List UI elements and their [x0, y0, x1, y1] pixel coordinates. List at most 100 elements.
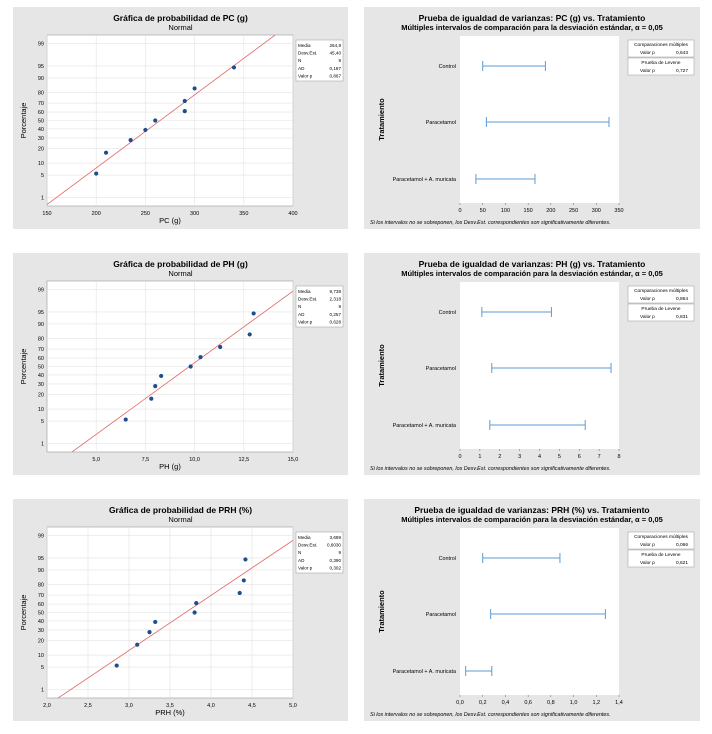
x-tick-label: 3,0 [125, 703, 133, 709]
data-point [251, 311, 256, 316]
mc-pvalue: 0,066 [676, 542, 688, 548]
fitted-normal-line [57, 539, 293, 698]
y-tick-label: 60 [38, 110, 44, 116]
data-point [114, 663, 119, 668]
mc-label: Comparaciones múltiples [634, 42, 688, 48]
y-tick-label: 20 [38, 392, 44, 398]
y-tick-label: 95 [38, 310, 44, 316]
x-tick-label: 1,4 [615, 700, 623, 706]
x-tick-label: 200 [546, 208, 555, 214]
data-point [241, 578, 246, 583]
plot-area [460, 528, 619, 695]
data-point [194, 601, 199, 606]
y-axis-label: Tratamiento [377, 98, 386, 141]
category-label: Control [439, 64, 456, 70]
category-label: Control [439, 556, 456, 562]
y-tick-label: 99 [38, 533, 44, 539]
y-tick-label: 80 [38, 583, 44, 589]
data-point [149, 396, 154, 401]
category-label: Paracetamol + A. muricata [393, 423, 456, 429]
fitted-normal-line [47, 35, 276, 206]
x-tick-label: 8 [617, 454, 620, 460]
x-tick-label: 100 [501, 208, 510, 214]
stats-value: 3,689 [330, 535, 342, 540]
variance-test-prh: Prueba de igualdad de varianzas: PRH (%)… [364, 499, 700, 721]
data-point [231, 65, 237, 70]
y-tick-label: 1 [41, 196, 44, 202]
stats-value: 0,302 [330, 565, 342, 570]
y-tick-label: 50 [38, 119, 44, 125]
y-tick-label: 30 [38, 136, 44, 142]
stats-value: 45,40 [330, 51, 342, 56]
y-tick-label: 5 [41, 173, 44, 179]
pvalue-label: Valor p [640, 560, 655, 566]
x-tick-label: 4,0 [207, 703, 215, 709]
footnote: Si los intervalos no se sobreponen, los … [370, 220, 611, 226]
data-point [243, 557, 248, 562]
plot-area [460, 282, 619, 449]
data-point [188, 364, 193, 369]
stats-label: Valor p [298, 319, 313, 324]
x-tick-label: 0,8 [547, 700, 555, 706]
y-tick-label: 95 [38, 556, 44, 562]
y-tick-label: 70 [38, 593, 44, 599]
stats-value: 9,738 [330, 289, 342, 294]
x-tick-label: 1,2 [592, 700, 600, 706]
levene-pvalue: 0,621 [676, 560, 688, 566]
y-tick-label: 1 [41, 442, 44, 448]
stats-value: 264,9 [330, 43, 342, 48]
x-tick-label: 5,0 [289, 703, 297, 709]
probability-plot-prh: Gráfica de probabilidad de PRH (%)Normal… [13, 499, 348, 721]
stats-value: 0,257 [330, 312, 342, 317]
x-tick-label: 15,0 [288, 457, 299, 463]
x-tick-label: 3 [518, 454, 521, 460]
y-tick-label: 5 [41, 665, 44, 671]
data-point [123, 417, 128, 422]
stats-value: 0,187 [330, 66, 342, 71]
x-tick-label: 300 [190, 211, 199, 217]
y-tick-label: 70 [38, 101, 44, 107]
y-tick-label: 40 [38, 619, 44, 625]
x-tick-label: 150 [524, 208, 533, 214]
data-point [159, 373, 164, 379]
category-label: Control [439, 310, 456, 316]
y-tick-label: 5 [41, 419, 44, 425]
category-label: Paracetamol [426, 366, 456, 372]
y-tick-label: 40 [38, 373, 44, 379]
data-point [198, 355, 203, 360]
stats-label: Valor p [298, 565, 313, 570]
y-tick-label: 95 [38, 64, 44, 70]
x-tick-label: 2,0 [43, 703, 51, 709]
data-point [153, 118, 158, 123]
data-point [94, 171, 99, 176]
chart-subtitle: Normal [168, 23, 193, 32]
data-point [147, 630, 152, 635]
pvalue-label: Valor p [640, 50, 655, 56]
y-tick-label: 10 [38, 653, 44, 659]
x-tick-label: 4 [538, 454, 541, 460]
stats-label: AD [298, 312, 305, 317]
x-tick-label: 0 [458, 208, 461, 214]
stats-label: Media [298, 535, 311, 540]
chart-subtitle: Normal [168, 269, 193, 278]
levene-box [627, 57, 695, 76]
data-point [135, 642, 140, 647]
pvalue-label: Valor p [640, 314, 655, 320]
chart-title: Gráfica de probabilidad de PH (g) [113, 259, 248, 269]
x-tick-label: 3,5 [166, 703, 174, 709]
probability-plot-pc: Gráfica de probabilidad de PC (g)Normal 1… [13, 7, 348, 229]
data-point [182, 109, 187, 114]
x-tick-label: 2 [498, 454, 501, 460]
pvalue-label: Valor p [640, 296, 655, 302]
pvalue-label: Valor p [640, 68, 655, 74]
y-axis-label: Tratamiento [377, 344, 386, 387]
y-tick-label: 30 [38, 382, 44, 388]
y-tick-label: 90 [38, 322, 44, 328]
x-axis-label: PRH (%) [155, 708, 185, 717]
x-tick-label: 1 [478, 454, 481, 460]
x-tick-label: 1,0 [570, 700, 578, 706]
levene-pvalue: 0,831 [676, 314, 688, 320]
data-point [153, 619, 158, 625]
stats-value: 9 [338, 550, 341, 555]
stats-value: 0,628 [330, 319, 342, 324]
